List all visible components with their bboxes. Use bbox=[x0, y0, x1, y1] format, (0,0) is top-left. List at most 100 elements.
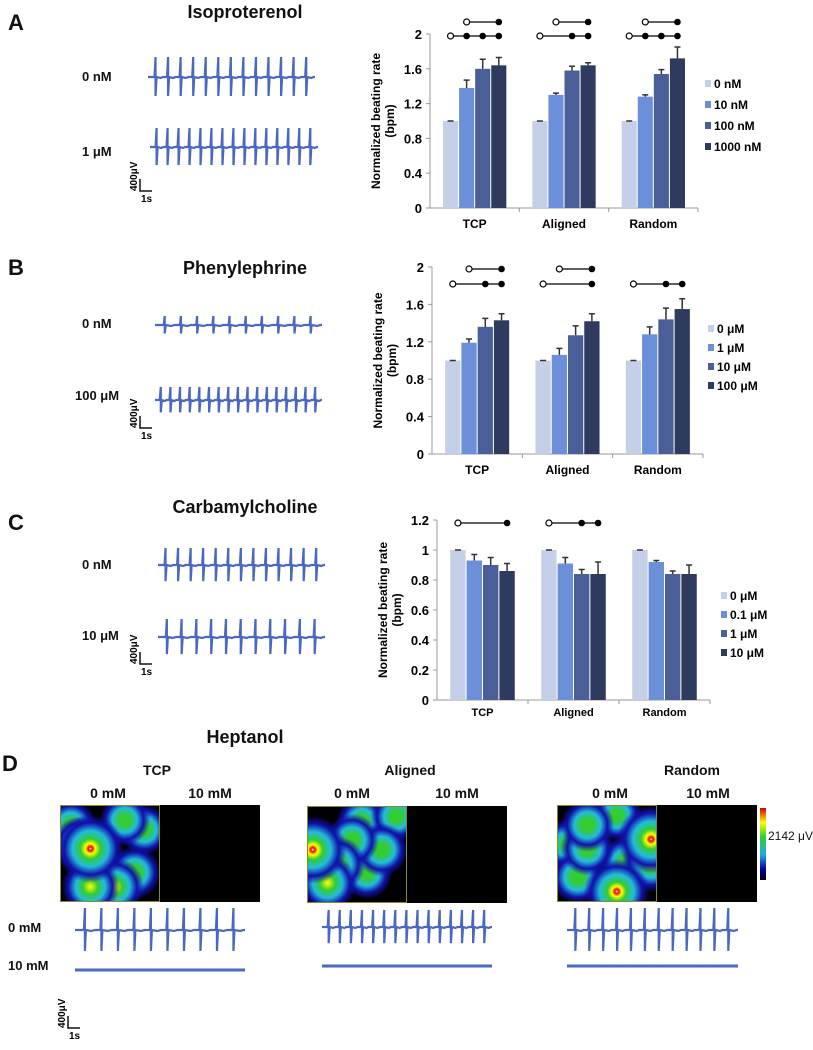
trace-label: 10 μM bbox=[82, 628, 119, 643]
significance-filled-marker bbox=[498, 265, 505, 273]
heatmap-tcp-0mm bbox=[60, 805, 160, 902]
legend-label: 10 nM bbox=[714, 98, 748, 112]
legend-label: 0 μM bbox=[730, 589, 757, 603]
significance-open-marker bbox=[446, 32, 455, 40]
trace-label: 0 nM bbox=[82, 69, 112, 84]
bar bbox=[564, 70, 580, 208]
significance-filled-marker bbox=[495, 18, 503, 26]
error-bar bbox=[653, 559, 660, 562]
legend-label: 0 μM bbox=[717, 322, 744, 336]
significance-open-marker bbox=[449, 280, 457, 288]
legend-swatch bbox=[705, 122, 711, 129]
bar bbox=[568, 335, 584, 454]
bar bbox=[445, 360, 461, 454]
significance-filled-marker bbox=[678, 280, 686, 288]
trace-heptanol-tcp-0mm bbox=[75, 907, 245, 951]
x-tick-label: Aligned bbox=[553, 707, 593, 719]
bar bbox=[541, 550, 557, 700]
y-tick-label: 0.8 bbox=[404, 131, 422, 146]
panel-label-a: A bbox=[8, 10, 24, 35]
scale-bar-voltage: 400μV bbox=[129, 634, 140, 664]
significance-filled-marker bbox=[495, 32, 503, 40]
bar bbox=[535, 360, 551, 454]
y-tick-label: 0.4 bbox=[411, 633, 430, 648]
error-bar bbox=[679, 298, 686, 310]
x-tick-label: TCP bbox=[463, 217, 487, 231]
scale-bar bbox=[139, 179, 152, 192]
significance-filled-marker bbox=[584, 18, 592, 26]
significance-filled-marker bbox=[588, 265, 596, 273]
significance-open-marker bbox=[463, 18, 471, 26]
x-tick-label: Random bbox=[634, 463, 682, 477]
trace-carbamylcholine-0nm bbox=[158, 547, 325, 582]
error-bar bbox=[552, 92, 559, 95]
significance-filled-marker bbox=[481, 280, 489, 288]
y-axis-title-unit: (bpm) bbox=[383, 104, 397, 137]
bar bbox=[621, 121, 637, 208]
legend-label: 0.1 μM bbox=[730, 608, 767, 622]
trace-phenylephrine-0nm bbox=[155, 315, 322, 334]
error-bar bbox=[588, 313, 595, 322]
panel-label-c: C bbox=[8, 510, 24, 535]
error-bar bbox=[662, 307, 669, 320]
trace-carbamylcholine-10um bbox=[158, 618, 325, 655]
y-tick-label: 1.2 bbox=[406, 335, 424, 350]
panel-title-b: Phenylephrine bbox=[182, 258, 308, 278]
scale-bar-voltage: 400μV bbox=[57, 998, 68, 1028]
bar bbox=[674, 309, 690, 454]
bar bbox=[532, 121, 548, 208]
bar bbox=[477, 326, 493, 454]
y-tick-label: 0 bbox=[415, 201, 422, 216]
error-bar bbox=[595, 561, 602, 574]
significance-open-marker bbox=[552, 18, 560, 26]
x-tick-label: Aligned bbox=[542, 217, 586, 231]
scale-bar bbox=[139, 652, 152, 665]
error-bar bbox=[479, 58, 486, 69]
trace-label: 100 μM bbox=[75, 388, 120, 403]
error-bar bbox=[504, 562, 511, 571]
error-bar bbox=[562, 556, 569, 564]
error-bar bbox=[463, 79, 470, 88]
legend-swatch bbox=[705, 143, 711, 150]
dose-label: 0 mM bbox=[334, 785, 370, 801]
bar bbox=[625, 360, 642, 454]
bar bbox=[580, 65, 596, 208]
bar bbox=[681, 574, 697, 700]
y-tick-label: 2 bbox=[417, 260, 424, 275]
y-tick-label: 0.8 bbox=[406, 372, 424, 387]
error-bar bbox=[646, 326, 653, 335]
heatmap-tcp-10mm bbox=[160, 805, 260, 902]
y-tick-label: 0.8 bbox=[411, 573, 429, 588]
panel-title-c: Carbamylcholine bbox=[172, 497, 318, 517]
dose-label: 0 mM bbox=[592, 785, 628, 801]
legend-swatch bbox=[708, 325, 714, 332]
panel-label-d: D bbox=[2, 751, 18, 776]
trace-label: 0 mM bbox=[8, 920, 42, 935]
significance-filled-marker bbox=[594, 519, 602, 527]
legend-swatch bbox=[708, 363, 714, 370]
bar bbox=[590, 574, 606, 700]
bar bbox=[466, 560, 482, 700]
x-tick-label: TCP bbox=[465, 463, 489, 477]
bar bbox=[499, 571, 515, 700]
bar bbox=[642, 334, 658, 454]
error-bar bbox=[495, 56, 502, 66]
significance-open-marker bbox=[545, 519, 553, 527]
legend-label: 1 μM bbox=[730, 627, 757, 641]
scale-bar-voltage: 400μV bbox=[129, 398, 140, 428]
trace-label: 10 mM bbox=[8, 958, 49, 973]
bar bbox=[557, 563, 573, 700]
significance-open-marker bbox=[629, 280, 638, 288]
error-bar bbox=[482, 317, 489, 327]
bar bbox=[493, 320, 510, 454]
trace-heptanol-aligned-0mm bbox=[322, 909, 492, 944]
significance-open-marker bbox=[555, 265, 563, 273]
significance-open-marker bbox=[625, 32, 633, 40]
x-tick-label: TCP bbox=[472, 707, 494, 719]
trace-label: 0 nM bbox=[82, 557, 112, 572]
y-tick-label: 1 bbox=[422, 543, 429, 558]
scale-bar-time: 1s bbox=[141, 194, 153, 205]
bar bbox=[658, 319, 674, 454]
